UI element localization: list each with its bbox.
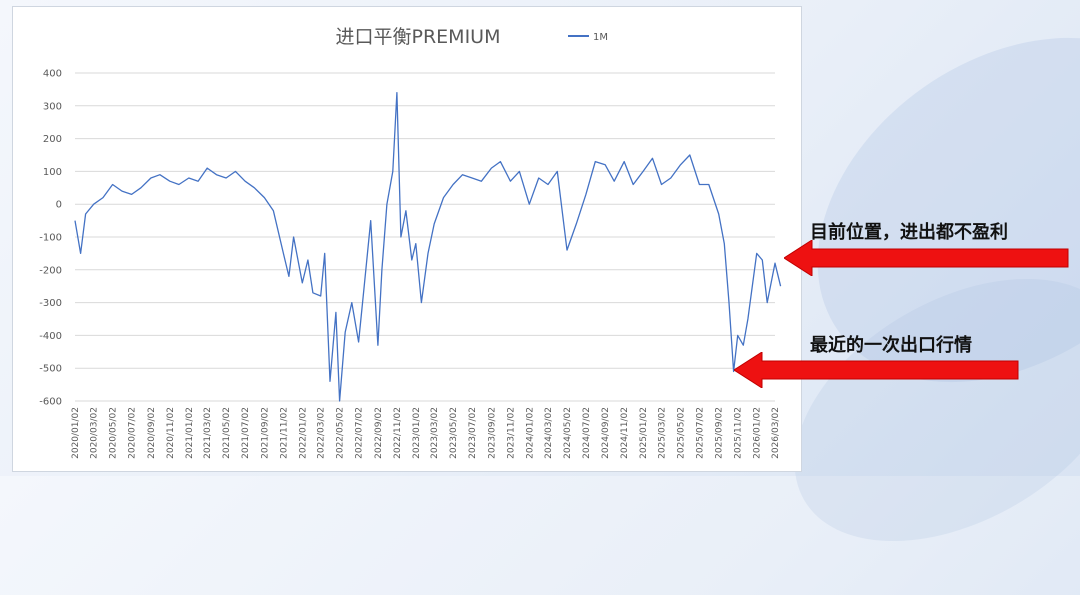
x-tick-label: 2020/05/02 bbox=[109, 407, 119, 459]
y-tick-label: 0 bbox=[56, 200, 62, 211]
red-arrow-icon bbox=[734, 352, 1019, 388]
x-tick-label: 2023/05/02 bbox=[449, 407, 459, 459]
y-tick-label: 300 bbox=[43, 101, 62, 112]
x-tick-label: 2023/03/02 bbox=[430, 407, 440, 459]
chart-panel: 进口平衡PREMIUM 1M 400 300 200 100 0 -100 -200 -300… bbox=[12, 6, 802, 472]
red-arrow-icon bbox=[784, 240, 1069, 276]
y-tick-label: -400 bbox=[39, 331, 62, 342]
x-tick-label: 2020/01/02 bbox=[71, 407, 81, 459]
y-tick-label: 400 bbox=[43, 69, 62, 80]
x-tick-label: 2022/07/02 bbox=[355, 407, 365, 459]
x-tick-label: 2023/11/02 bbox=[506, 407, 516, 459]
x-tick-label: 2021/05/02 bbox=[222, 407, 232, 459]
y-tick-label: -500 bbox=[39, 364, 62, 375]
x-tick-label: 2023/01/02 bbox=[412, 407, 422, 459]
x-tick-label: 2025/09/02 bbox=[715, 407, 725, 459]
x-tick-label: 2021/01/02 bbox=[185, 407, 195, 459]
x-tick-label: 2025/03/02 bbox=[657, 407, 667, 459]
y-tick-label: -100 bbox=[39, 233, 62, 244]
y-tick-label: 100 bbox=[43, 167, 62, 178]
x-tick-label: 2023/07/02 bbox=[468, 407, 478, 459]
x-tick-label: 2020/07/02 bbox=[128, 407, 138, 459]
x-tick-label: 2024/07/02 bbox=[582, 407, 592, 459]
y-tick-label: -200 bbox=[39, 265, 62, 276]
x-tick-label: 2022/03/02 bbox=[317, 407, 327, 459]
chart-title: 进口平衡PREMIUM bbox=[336, 26, 501, 48]
x-tick-label: 2022/09/02 bbox=[374, 407, 384, 459]
x-tick-label: 2024/09/02 bbox=[601, 407, 611, 459]
x-tick-label: 2022/01/02 bbox=[298, 407, 308, 459]
y-tick-label: -600 bbox=[39, 397, 62, 408]
x-tick-label: 2024/01/02 bbox=[525, 407, 535, 459]
x-tick-label: 2026/01/02 bbox=[753, 407, 763, 459]
x-tick-label: 2020/03/02 bbox=[90, 407, 100, 459]
x-tick-label: 2021/07/02 bbox=[241, 407, 251, 459]
y-tick-label: 200 bbox=[43, 134, 62, 145]
x-tick-label: 2024/03/02 bbox=[544, 407, 554, 459]
x-tick-label: 2026/03/02 bbox=[771, 407, 781, 459]
annotation-current-position: 目前位置，进出都不盈利 bbox=[810, 222, 1008, 243]
x-tick-label: 2024/11/02 bbox=[620, 407, 630, 459]
line-chart: 进口平衡PREMIUM 1M 400 300 200 100 0 -100 -200 -300… bbox=[39, 26, 782, 459]
annotation-recent-export: 最近的一次出口行情 bbox=[810, 335, 972, 356]
y-tick-label: -300 bbox=[39, 298, 62, 309]
x-tick-label: 2021/03/02 bbox=[203, 407, 213, 459]
x-tick-label: 2025/05/02 bbox=[676, 407, 686, 459]
x-tick-label: 2020/11/02 bbox=[166, 407, 176, 459]
x-tick-label: 2020/09/02 bbox=[147, 407, 157, 459]
legend-label: 1M bbox=[593, 32, 608, 43]
x-tick-label: 2021/09/02 bbox=[260, 407, 270, 459]
x-tick-label: 2022/11/02 bbox=[393, 407, 403, 459]
x-tick-label: 2024/05/02 bbox=[563, 407, 573, 459]
x-tick-label: 2025/01/02 bbox=[639, 407, 649, 459]
x-tick-label: 2025/11/02 bbox=[734, 407, 744, 459]
x-tick-label: 2023/09/02 bbox=[487, 407, 497, 459]
x-tick-label: 2021/11/02 bbox=[279, 407, 289, 459]
x-tick-label: 2025/07/02 bbox=[695, 407, 705, 459]
x-tick-label: 2022/05/02 bbox=[336, 407, 346, 459]
series-line-1m bbox=[74, 92, 782, 402]
